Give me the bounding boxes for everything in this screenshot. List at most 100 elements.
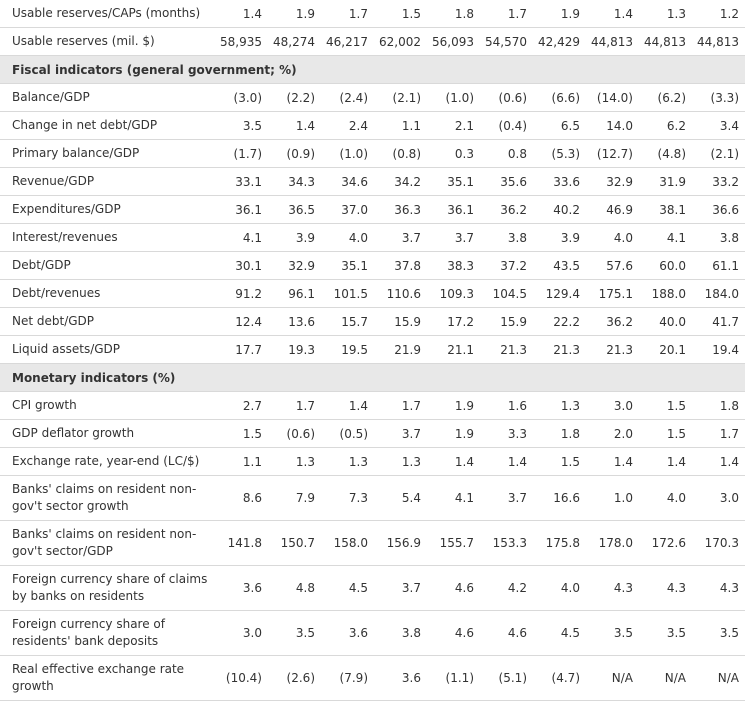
table-row: Revenue/GDP 33.1 34.3 34.6 34.2 35.1 35.6 33.6 3… bbox=[0, 167, 745, 196]
section-header-row: Fiscal indicators (general government; %… bbox=[0, 55, 745, 84]
cell-value: 20.1 bbox=[639, 335, 692, 364]
cell-value: 3.5 bbox=[639, 610, 692, 656]
cell-value: (0.6) bbox=[268, 419, 321, 448]
cell-value: 16.6 bbox=[533, 475, 586, 521]
cell-value: 44,813 bbox=[639, 27, 692, 56]
cell-value: (14.0) bbox=[586, 83, 639, 112]
cell-value: 37.0 bbox=[321, 195, 374, 224]
cell-value: 7.9 bbox=[268, 475, 321, 521]
cell-value: N/A bbox=[586, 655, 639, 701]
cell-value: 14.0 bbox=[586, 111, 639, 140]
cell-value: 6.2 bbox=[639, 111, 692, 140]
cell-value: 1.5 bbox=[215, 419, 268, 448]
cell-value: 44,813 bbox=[692, 27, 745, 56]
cell-value: 4.0 bbox=[586, 223, 639, 252]
cell-value: 3.6 bbox=[215, 565, 268, 611]
cell-value: (6.2) bbox=[639, 83, 692, 112]
cell-value: 44,813 bbox=[586, 27, 639, 56]
cell-value: 1.5 bbox=[639, 419, 692, 448]
cell-value: 1.4 bbox=[639, 447, 692, 476]
cell-value: 1.7 bbox=[374, 391, 427, 420]
table-row: Debt/GDP 30.1 32.9 35.1 37.8 38.3 37.2 43.5 57.6… bbox=[0, 251, 745, 280]
cell-value: 57.6 bbox=[586, 251, 639, 280]
cell-value: 38.3 bbox=[427, 251, 480, 280]
cell-value: 188.0 bbox=[639, 279, 692, 308]
table-row: Usable reserves (mil. $) 58,935 48,274 46,2… bbox=[0, 27, 745, 56]
cell-value: (3.3) bbox=[692, 83, 745, 112]
cell-value: 170.3 bbox=[692, 520, 745, 566]
cell-value: (5.3) bbox=[533, 139, 586, 168]
cell-value: 33.2 bbox=[692, 167, 745, 196]
table-row: Liquid assets/GDP 17.7 19.3 19.5 21.9 21.1 21.… bbox=[0, 335, 745, 364]
cell-value: 36.2 bbox=[480, 195, 533, 224]
cell-value: 34.2 bbox=[374, 167, 427, 196]
cell-value: (2.1) bbox=[374, 83, 427, 112]
cell-value: 36.2 bbox=[586, 307, 639, 336]
cell-value: 54,570 bbox=[480, 27, 533, 56]
cell-value: 155.7 bbox=[427, 520, 480, 566]
cell-value: 17.2 bbox=[427, 307, 480, 336]
cell-value: 15.9 bbox=[374, 307, 427, 336]
cell-value: 1.7 bbox=[692, 419, 745, 448]
cell-value: 1.4 bbox=[215, 0, 268, 28]
cell-value: (0.4) bbox=[480, 111, 533, 140]
row-label: Real effective exchange rate growth bbox=[0, 655, 215, 701]
table-row: Real effective exchange rate growth (10.4… bbox=[0, 655, 745, 701]
cell-value: 31.9 bbox=[639, 167, 692, 196]
cell-value: 1.5 bbox=[639, 391, 692, 420]
row-label: CPI growth bbox=[0, 391, 215, 420]
cell-value: (0.9) bbox=[268, 139, 321, 168]
table-row: Usable reserves/CAPs (months) 1.4 1.9 1.7 1.… bbox=[0, 0, 745, 28]
cell-value: 1.8 bbox=[533, 419, 586, 448]
cell-value: 37.8 bbox=[374, 251, 427, 280]
cell-value: (12.7) bbox=[586, 139, 639, 168]
cell-value: (6.6) bbox=[533, 83, 586, 112]
cell-value: 4.1 bbox=[639, 223, 692, 252]
cell-value: 4.2 bbox=[480, 565, 533, 611]
cell-value: (0.6) bbox=[480, 83, 533, 112]
cell-value: 17.7 bbox=[215, 335, 268, 364]
row-label: Debt/GDP bbox=[0, 251, 215, 280]
cell-value: 21.9 bbox=[374, 335, 427, 364]
table-row: Banks' claims on resident non-gov't sect… bbox=[0, 520, 745, 566]
row-label: Exchange rate, year-end (LC/$) bbox=[0, 447, 215, 476]
cell-value: 13.6 bbox=[268, 307, 321, 336]
cell-value: 1.4 bbox=[586, 447, 639, 476]
cell-value: 46,217 bbox=[321, 27, 374, 56]
cell-value: 101.5 bbox=[321, 279, 374, 308]
cell-value: 32.9 bbox=[586, 167, 639, 196]
cell-value: 4.8 bbox=[268, 565, 321, 611]
cell-value: 37.2 bbox=[480, 251, 533, 280]
cell-value: 1.4 bbox=[321, 391, 374, 420]
cell-value: 19.3 bbox=[268, 335, 321, 364]
cell-value: 43.5 bbox=[533, 251, 586, 280]
cell-value: 30.1 bbox=[215, 251, 268, 280]
cell-value: 184.0 bbox=[692, 279, 745, 308]
row-label: Usable reserves/CAPs (months) bbox=[0, 0, 215, 28]
cell-value: 109.3 bbox=[427, 279, 480, 308]
cell-value: 36.1 bbox=[215, 195, 268, 224]
cell-value: 4.0 bbox=[321, 223, 374, 252]
cell-value: 46.9 bbox=[586, 195, 639, 224]
cell-value: 4.5 bbox=[533, 610, 586, 656]
cell-value: 1.3 bbox=[639, 0, 692, 28]
cell-value: 1.3 bbox=[533, 391, 586, 420]
cell-value: 1.4 bbox=[586, 0, 639, 28]
cell-value: 3.7 bbox=[427, 223, 480, 252]
row-label: Net debt/GDP bbox=[0, 307, 215, 336]
row-label: Interest/revenues bbox=[0, 223, 215, 252]
cell-value: 56,093 bbox=[427, 27, 480, 56]
cell-value: 91.2 bbox=[215, 279, 268, 308]
cell-value: 3.9 bbox=[533, 223, 586, 252]
cell-value: 1.7 bbox=[480, 0, 533, 28]
cell-value: 4.3 bbox=[692, 565, 745, 611]
cell-value: (1.1) bbox=[427, 655, 480, 701]
cell-value: 1.9 bbox=[268, 0, 321, 28]
cell-value: (2.6) bbox=[268, 655, 321, 701]
cell-value: 6.5 bbox=[533, 111, 586, 140]
cell-value: 3.4 bbox=[692, 111, 745, 140]
cell-value: 36.3 bbox=[374, 195, 427, 224]
row-label: GDP deflator growth bbox=[0, 419, 215, 448]
cell-value: 3.7 bbox=[480, 475, 533, 521]
cell-value: 1.1 bbox=[374, 111, 427, 140]
